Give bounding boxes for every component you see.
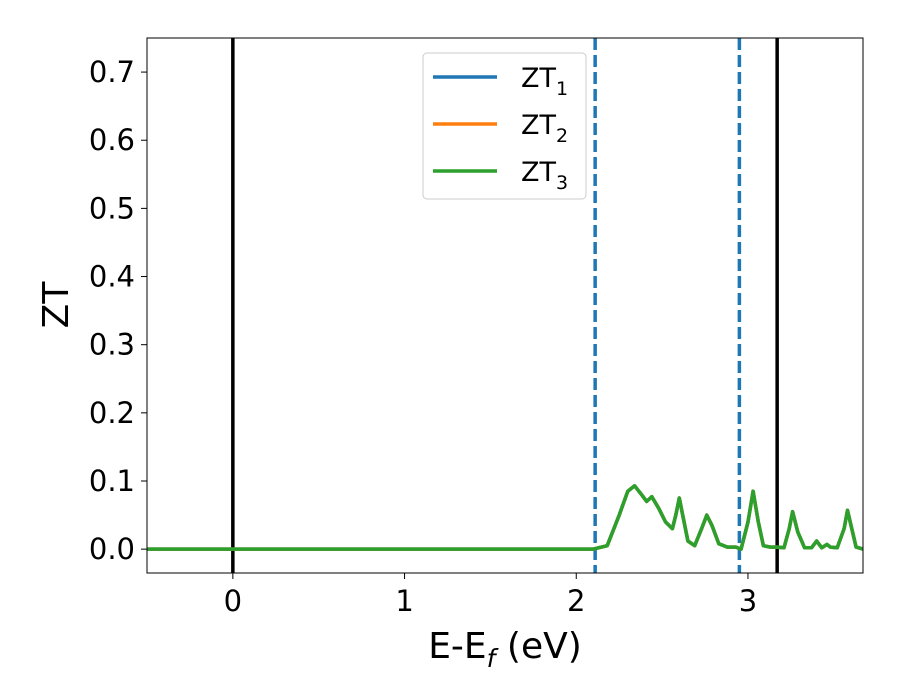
- y-axis-ticks: 0.0 0.1 0.2 0.3 0.4 0.5 0.6 0.7: [89, 55, 147, 566]
- plot-frame: [146, 37, 864, 574]
- y-tick-label: 0.5: [89, 191, 135, 225]
- legend: ZT1 ZT2 ZT3: [422, 52, 587, 200]
- y-tick-label: 0.4: [89, 260, 135, 294]
- y-tick-label: 0.3: [89, 328, 135, 362]
- y-tick-label: 0.2: [89, 396, 135, 430]
- series-lines: [147, 484, 864, 551]
- y-tick-label: 0.6: [89, 123, 135, 157]
- legend-box: [422, 52, 587, 200]
- x-tick-label: 2: [567, 584, 585, 618]
- y-axis-label: ZT: [36, 281, 77, 329]
- y-tick-label: 0.7: [89, 55, 135, 89]
- legend-label-zt3: ZT3: [521, 157, 568, 194]
- y-tick-label: 0.1: [89, 464, 135, 498]
- x-tick-label: 3: [739, 584, 757, 618]
- series-line-zt3: [147, 484, 864, 551]
- legend-label-zt1: ZT1: [521, 63, 568, 100]
- reference-lines: [231, 38, 779, 573]
- x-axis-ticks: 0 1 2 3: [224, 573, 757, 618]
- y-tick-label: 0.0: [89, 532, 135, 566]
- series-line-zt2: [147, 484, 864, 551]
- legend-label-zt2: ZT2: [521, 110, 568, 147]
- x-axis-label: E-Ef (eV): [428, 626, 582, 673]
- x-tick-label: 0: [224, 584, 242, 618]
- x-tick-label: 1: [395, 584, 413, 618]
- series-line-zt1: [147, 484, 864, 551]
